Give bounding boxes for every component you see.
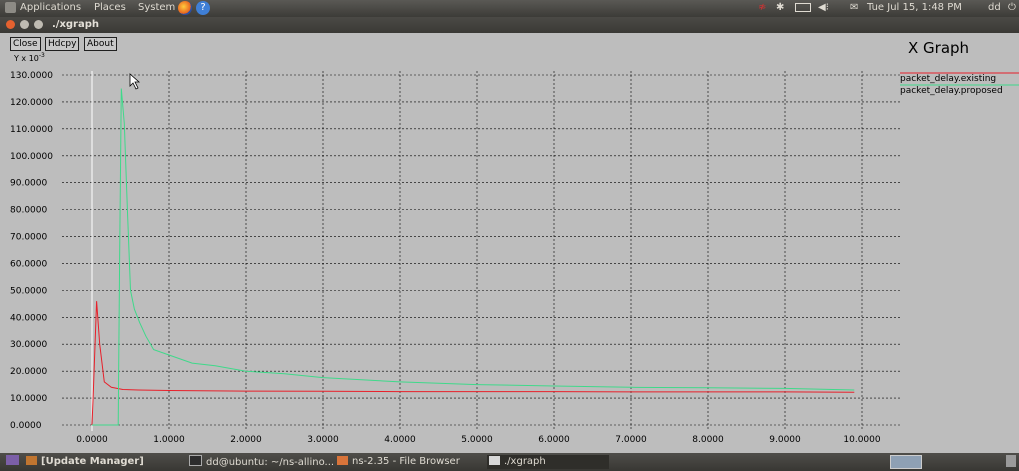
window-icon <box>489 456 500 465</box>
y-tick-label: 130.0000 <box>10 71 53 81</box>
legend-label: packet_delay.proposed <box>900 86 1003 96</box>
power-icon[interactable]: ⏻ <box>1008 2 1016 13</box>
taskbar-item-label: [Update Manager] <box>41 456 144 467</box>
show-desktop-icon[interactable] <box>4 455 23 469</box>
maximize-window-icon[interactable] <box>34 20 43 29</box>
x-tick-label: 8.0000 <box>692 435 724 445</box>
folder-icon <box>337 456 348 465</box>
x-tick-label: 7.0000 <box>615 435 647 445</box>
taskbar-item-update-manager[interactable]: [Update Manager] <box>24 455 144 469</box>
x-tick-label: 5.0000 <box>461 435 493 445</box>
top-panel: Applications Places System ? ≉ ✱ ◀⁝ ✉ Tu… <box>0 0 1019 17</box>
menu-applications[interactable]: Applications <box>20 2 82 13</box>
taskbar-item-terminal[interactable]: dd@ubuntu: ~/ns-allino... <box>187 455 334 469</box>
y-tick-label: 80.0000 <box>10 206 47 216</box>
about-button[interactable]: About <box>84 37 117 51</box>
x-tick-label: 10.0000 <box>843 435 880 445</box>
apps-menu-icon[interactable] <box>5 2 16 14</box>
menu-system[interactable]: System <box>138 2 176 13</box>
bluetooth-icon[interactable]: ✱ <box>776 2 785 13</box>
x-tick-label: 1.0000 <box>153 435 185 445</box>
clock[interactable]: Tue Jul 15, 1:48 PM <box>867 2 962 13</box>
minimize-window-icon[interactable] <box>20 20 29 29</box>
y-tick-label: 30.0000 <box>10 340 47 350</box>
y-tick-label: 50.0000 <box>10 286 47 296</box>
legend: packet_delay.existing packet_delay.propos… <box>900 72 1019 96</box>
y-tick-label: 40.0000 <box>10 313 47 323</box>
taskbar-item-label: ns-2.35 - File Browser <box>352 456 460 467</box>
mail-icon[interactable]: ✉ <box>850 2 859 13</box>
plot-area: 0.0000 10.0000 20.0000 30.0000 40.0000 50.000… <box>10 52 1019 445</box>
y-tick-labels: 0.0000 10.0000 20.0000 30.0000 40.0000 50.000… <box>10 71 53 431</box>
close-window-icon[interactable] <box>6 20 15 29</box>
workspace-switcher[interactable] <box>890 455 922 469</box>
window-title-bar[interactable]: ./xgraph <box>0 17 1019 33</box>
bottom-panel: [Update Manager] dd@ubuntu: ~/ns-allino.… <box>0 453 1019 471</box>
y-tick-label: 70.0000 <box>10 233 47 243</box>
grid-lines <box>62 71 900 431</box>
hdcpy-button[interactable]: Hdcpy <box>45 37 80 51</box>
mouse-cursor-icon <box>129 73 141 90</box>
x-tick-label: 4.0000 <box>384 435 416 445</box>
series-line-proposed <box>92 88 855 426</box>
menu-places[interactable]: Places <box>94 2 126 13</box>
legend-label: packet_delay.existing <box>900 74 996 84</box>
firefox-launcher-icon[interactable] <box>178 1 192 15</box>
y-tick-label: 0.0000 <box>10 421 42 431</box>
x-tick-label: 9.0000 <box>769 435 801 445</box>
network-icon[interactable]: ≉ <box>758 2 767 13</box>
help-launcher-icon[interactable]: ? <box>196 1 210 15</box>
series-line-existing <box>91 301 855 426</box>
x-tick-labels: 0.0000 1.0000 2.0000 3.0000 4.0000 5.0000 6.00… <box>76 435 881 445</box>
x-tick-label: 0.0000 <box>76 435 108 445</box>
close-button[interactable]: Close <box>10 37 41 51</box>
taskbar-item-label: ./xgraph <box>504 456 546 467</box>
x-tick-label: 6.0000 <box>538 435 570 445</box>
y-tick-label: 100.0000 <box>10 152 53 162</box>
trash-icon[interactable] <box>1004 455 1019 469</box>
taskbar-item-file-browser[interactable]: ns-2.35 - File Browser <box>335 455 460 469</box>
x-tick-label: 3.0000 <box>307 435 339 445</box>
y-tick-label: 20.0000 <box>10 367 47 377</box>
xgraph-window: Close Hdcpy About X Graph 0.0000 10.0000 2… <box>0 33 1019 453</box>
y-tick-label: 90.0000 <box>10 179 47 189</box>
volume-icon[interactable]: ◀⁝ <box>818 2 829 13</box>
window-title: ./xgraph <box>52 19 100 30</box>
user-menu[interactable]: dd <box>988 2 1001 13</box>
x-tick-label: 2.0000 <box>230 435 262 445</box>
y-tick-label: 10.0000 <box>10 394 47 404</box>
battery-icon[interactable] <box>795 2 811 13</box>
y-tick-label: 60.0000 <box>10 259 47 269</box>
terminal-icon <box>189 455 202 466</box>
taskbar-item-label: dd@ubuntu: ~/ns-allino... <box>206 457 335 468</box>
update-manager-icon <box>26 456 37 465</box>
y-tick-label: 120.0000 <box>10 98 53 108</box>
y-tick-label: 110.0000 <box>10 125 53 135</box>
series-lines <box>91 88 855 426</box>
taskbar-item-xgraph[interactable]: ./xgraph <box>487 455 609 469</box>
graph-title: X Graph <box>908 39 970 57</box>
y-axis-label: Y x 10-3 <box>13 52 45 63</box>
